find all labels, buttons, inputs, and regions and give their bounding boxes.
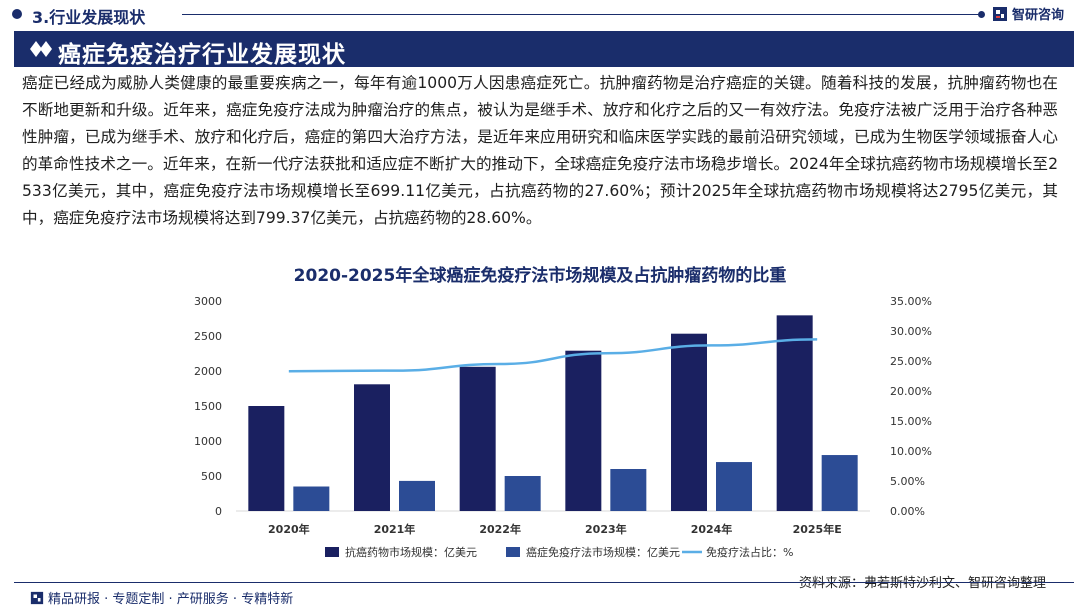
x-tick-label: 2023年 [585, 522, 627, 536]
intro-paragraph: 癌症已经成为威胁人类健康的最重要疾病之一，每年有逾1000万人因患癌症死亡。抗肿… [22, 70, 1058, 232]
x-tick-label: 2021年 [374, 522, 416, 536]
bar-anticancer-drug [248, 406, 284, 511]
y-right-tick-label: 30.00% [890, 325, 932, 338]
legend-swatch [506, 547, 520, 557]
y-left-tick-label: 0 [215, 505, 222, 518]
bar-immunotherapy [716, 462, 752, 511]
footer-tagline-group: 精品研报 · 专题定制 · 产研服务 · 专精特新 [30, 588, 293, 607]
y-right-tick-label: 10.00% [890, 445, 932, 458]
legend-label: 癌症免疫疗法市场规模：亿美元 [526, 545, 680, 559]
brand: 智研咨询 [992, 4, 1064, 23]
bar-anticancer-drug [460, 367, 496, 511]
x-tick-label: 2025年E [793, 522, 842, 536]
y-left-tick-label: 1500 [194, 400, 222, 413]
y-left-tick-label: 2000 [194, 365, 222, 378]
title-banner: 癌症免疫治疗行业发展现状 [14, 31, 1074, 67]
y-right-tick-label: 20.00% [890, 385, 932, 398]
y-right-tick-label: 25.00% [890, 355, 932, 368]
x-tick-label: 2022年 [479, 522, 521, 536]
y-left-tick-label: 3000 [194, 295, 222, 308]
market-size-chart: 0 500 1000 1500 2000 2500 3000 0.00% 5.00% 10.00%… [0, 285, 1080, 575]
bullet-dot-icon [12, 9, 22, 19]
section-label: 3.行业发展现状 [32, 4, 145, 28]
legend-swatch [325, 547, 339, 557]
y-right-tick-label: 5.00% [890, 475, 925, 488]
bar-immunotherapy [505, 476, 541, 511]
y-left-tick-label: 500 [201, 470, 222, 483]
brand-logo-icon [992, 6, 1008, 22]
divider-end-dot-icon [978, 11, 985, 18]
legend-label: 免疫疗法占比：% [706, 545, 793, 559]
bar-immunotherapy [610, 469, 646, 511]
bar-anticancer-drug [565, 351, 601, 511]
header-divider [182, 14, 980, 15]
top-header: 3.行业发展现状 智研咨询 [0, 0, 1080, 28]
line-immunotherapy-share [289, 339, 817, 371]
page-title: 癌症免疫治疗行业发展现状 [58, 35, 346, 69]
y-right-tick-label: 35.00% [890, 295, 932, 308]
y-right-tick-label: 0.00% [890, 505, 925, 518]
y-left-tick-label: 1000 [194, 435, 222, 448]
x-tick-label: 2024年 [691, 522, 733, 536]
chart-title: 2020-2025年全球癌症免疫疗法市场规模及占抗肿瘤药物的比重 [0, 261, 1080, 286]
bar-immunotherapy [822, 455, 858, 511]
y-right-tick-label: 15.00% [890, 415, 932, 428]
legend-label: 抗癌药物市场规模：亿美元 [345, 545, 477, 559]
brand-name: 智研咨询 [1012, 4, 1064, 23]
x-tick-label: 2020年 [268, 522, 310, 536]
bar-immunotherapy [293, 487, 329, 512]
double-diamond-icon [30, 40, 52, 58]
y-left-tick-label: 2500 [194, 330, 222, 343]
footer-tagline: 精品研报 · 专题定制 · 产研服务 · 专精特新 [48, 588, 293, 607]
bar-anticancer-drug [671, 334, 707, 511]
footer-logo-icon [30, 591, 44, 605]
footer-divider [14, 582, 1074, 583]
bar-immunotherapy [399, 481, 435, 511]
bar-anticancer-drug [777, 315, 813, 511]
bar-anticancer-drug [354, 384, 390, 511]
